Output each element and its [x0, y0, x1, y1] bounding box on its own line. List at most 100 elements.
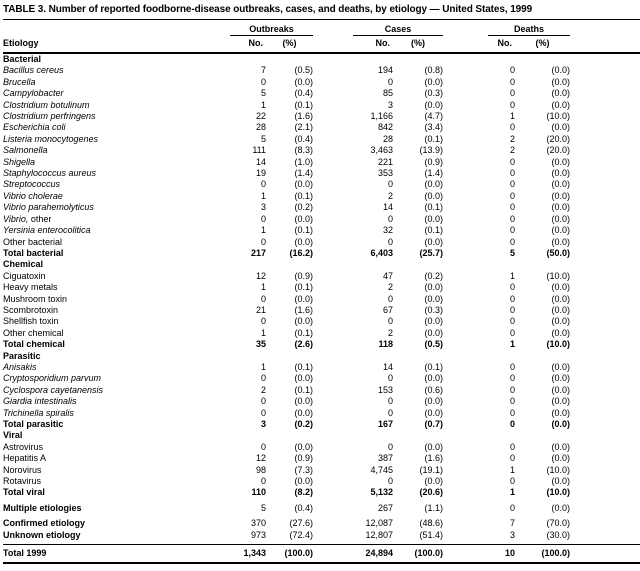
outbreaks-no-cell: 12: [255, 270, 266, 281]
cases-pct-cell: (51.4): [419, 529, 443, 540]
spacer-cell: [313, 408, 353, 419]
outbreaks-no-cell: 3: [260, 202, 266, 213]
outbreaks-pct-cell: (0.0): [294, 293, 313, 304]
column-header-cases-pct: (%): [393, 35, 443, 54]
section-label: Bacterial: [3, 54, 42, 64]
deaths-no-cell: 2: [509, 133, 515, 144]
outbreaks-pct-cell: (0.9): [294, 453, 313, 464]
etiology-label: Vibrio parahemolyticus: [3, 202, 94, 213]
cases-no-cell: 387: [377, 453, 393, 464]
outbreaks-pct-cell: (8.2): [294, 487, 313, 498]
deaths-no-cell: 0: [509, 396, 515, 407]
etiology-cell: Mushroom toxin: [3, 294, 230, 305]
deaths-no-cell: 0: [509, 88, 515, 99]
etiology-label: Multiple etiologies: [3, 502, 82, 513]
etiology-cell: Salmonella: [3, 145, 230, 156]
spacer-cell: [570, 100, 640, 111]
cases-no-cell: 353: [377, 168, 393, 179]
cases-no-cell: 12,087: [365, 518, 393, 529]
outbreaks-no-cell: 1,343: [230, 544, 266, 564]
cases-pct-cell: (0.8): [424, 65, 443, 76]
etiology-label: Trichinella spiralis: [3, 407, 74, 418]
outbreaks-no-cell: 110: [251, 487, 266, 498]
cases-no-cell: 0: [387, 441, 393, 452]
etiology-cell: Norovirus: [3, 465, 230, 476]
spacer-cell: [443, 134, 488, 145]
table-row: Yersinia enterocolitica 1 (0.1) 32 (0.1) 0 (0.…: [3, 225, 640, 236]
spacer-cell: [570, 145, 640, 156]
cases-no-cell: 3,463: [370, 145, 393, 156]
cases-no-cell: 2: [387, 282, 393, 293]
spacer-cell: [443, 271, 488, 282]
table-row: Brucella 0 (0.0) 0 (0.0) 0 (0.0): [3, 77, 640, 88]
outbreaks-no-cell: 12: [255, 453, 266, 464]
cases-pct-cell: (4.7): [424, 111, 443, 122]
deaths-no-cell: 0: [509, 476, 515, 487]
deaths-pct-cell: (70.0): [546, 518, 571, 529]
column-group-outbreaks: Outbreaks: [230, 20, 313, 36]
cases-no-cell: 0: [387, 396, 393, 407]
outbreaks-pct-cell: (0.1): [294, 99, 313, 110]
cases-pct-cell: (48.6): [419, 518, 443, 529]
etiology-label: Ciguatoxin: [3, 270, 46, 281]
etiology-label: Shellfish toxin: [3, 316, 59, 327]
table-row: Unknown etiology 973 (72.4) 12,807 (51.4) 3 (3…: [3, 530, 640, 545]
etiology-label: Rotavirus: [3, 476, 42, 487]
outbreaks-pct-cell: (0.0): [294, 373, 313, 384]
deaths-no-cell: 0: [509, 202, 515, 213]
cases-no-cell: 0: [387, 316, 393, 327]
outbreaks-no-cell: 0: [260, 316, 266, 327]
etiology-label: Clostridium perfringens: [3, 111, 96, 122]
cases-no-cell: 118: [378, 339, 393, 350]
spacer-cell: [443, 179, 488, 190]
spacer-cell: [443, 157, 488, 168]
outbreaks-pct-cell: (0.9): [294, 270, 313, 281]
deaths-no-cell: 0: [509, 327, 515, 338]
cases-pct-cell: (0.0): [424, 190, 443, 201]
etiology-label: Staphylococcus aureus: [3, 168, 97, 179]
outbreaks-pct-cell: (0.0): [294, 476, 313, 487]
spacer-cell: [570, 134, 640, 145]
outbreaks-pct-cell: (7.3): [294, 464, 313, 475]
spacer-cell: [313, 191, 353, 202]
deaths-pct-cell: (0.0): [551, 304, 571, 315]
spacer-cell: [313, 35, 353, 54]
outbreaks-pct-cell: (0.1): [294, 225, 313, 236]
etiology-cell: Shellfish toxin: [3, 316, 230, 327]
outbreaks-pct-cell: (0.0): [294, 396, 313, 407]
deaths-no-cell: 0: [509, 168, 515, 179]
cases-pct-cell: (0.9): [424, 156, 443, 167]
table-row: Listeria monocytogenes 5 (0.4) 28 (0.1) 2 (20.…: [3, 134, 640, 145]
etiology-cell: Scombrotoxin: [3, 305, 230, 316]
outbreaks-no-cell: 1: [260, 190, 266, 201]
table-row: Confirmed etiology 370 (27.6) 12,087 (48.6) 7…: [3, 514, 640, 529]
deaths-no-cell: 0: [509, 236, 515, 247]
spacer-cell: [313, 77, 353, 88]
cases-no-cell: 842: [377, 122, 393, 133]
spacer-cell: [443, 100, 488, 111]
deaths-no-cell: 0: [509, 293, 515, 304]
outbreaks-no-cell: 111: [252, 145, 266, 156]
outbreaks-no-cell: 0: [260, 236, 266, 247]
cases-pct-cell: (0.1): [424, 225, 443, 236]
cases-no-cell: 3: [387, 99, 393, 110]
spacer-cell: [443, 65, 488, 76]
spacer-cell: [570, 88, 640, 99]
cases-pct-cell: (0.0): [424, 236, 443, 247]
spacer-cell: [443, 385, 488, 396]
cases-pct-cell: (0.2): [424, 270, 443, 281]
outbreaks-no-cell: 35: [255, 339, 266, 350]
spacer-cell: [443, 408, 488, 419]
etiology-cell: Clostridium perfringens: [3, 111, 230, 122]
spacer-cell: [313, 328, 353, 339]
table-row: Hepatitis A 12 (0.9) 387 (1.6) 0 (0.0): [3, 453, 640, 464]
outbreaks-pct-cell: (0.0): [294, 316, 313, 327]
cases-pct-cell: (0.0): [424, 179, 443, 190]
deaths-pct-cell: (0.0): [551, 407, 571, 418]
spacer-cell: [313, 179, 353, 190]
etiology-label: other: [28, 213, 52, 224]
spacer-cell: [313, 442, 353, 453]
outbreaks-no-cell: 973: [250, 529, 266, 540]
spacer-cell: [443, 362, 488, 373]
etiology-label: Scombrotoxin: [3, 304, 59, 315]
